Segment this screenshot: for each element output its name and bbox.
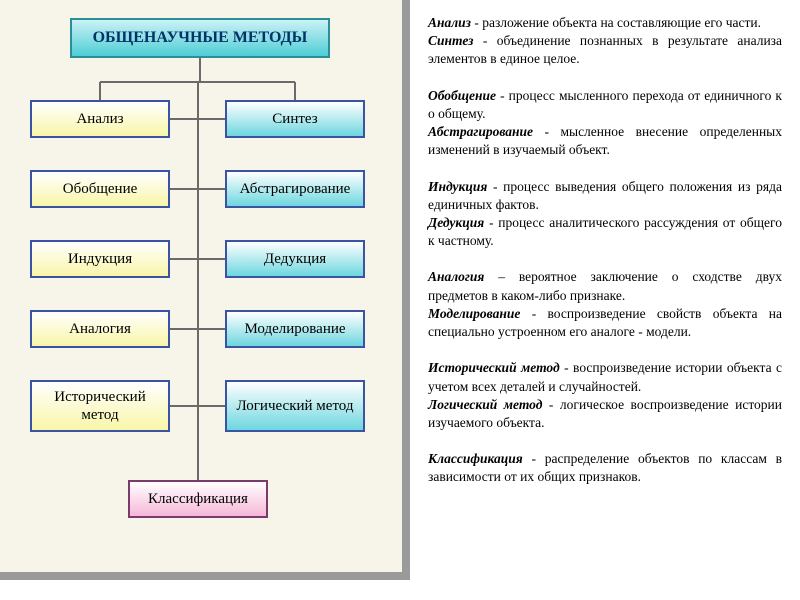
method-box-dedukc: Дедукция: [225, 240, 365, 278]
method-box-analog: Аналогия: [30, 310, 170, 348]
definitions-panel: Анализ - разложение объекта на составляю…: [410, 0, 800, 600]
definition: Индукция - процесс выведения общего поло…: [428, 178, 782, 214]
definition: Классификация - распределение объектов п…: [428, 450, 782, 486]
method-box-logich: Логический метод: [225, 380, 365, 432]
definition: Аналогия – вероятное заключение о сходст…: [428, 268, 782, 304]
definition-text: - объединение познанных в результате ана…: [428, 33, 782, 66]
definition-term: Анализ: [428, 15, 471, 30]
definition: Логический метод - логическое воспроизве…: [428, 396, 782, 432]
definition: Моделирование - воспроизведение свойств …: [428, 305, 782, 341]
definition-term: Моделирование: [428, 306, 520, 321]
definition-term: Аналогия: [428, 269, 484, 284]
definition: Абстрагирование - мысленное внесение опр…: [428, 123, 782, 159]
method-box-istor: Исторический метод: [30, 380, 170, 432]
definition-term: Дедукция: [428, 215, 484, 230]
method-box-obobsh: Обобщение: [30, 170, 170, 208]
method-box-model: Моделирование: [225, 310, 365, 348]
definition-term: Классификация: [428, 451, 523, 466]
definition: Анализ - разложение объекта на составляю…: [428, 14, 782, 32]
definition-term: Абстрагирование: [428, 124, 533, 139]
method-box-abstrag: Абстрагирование: [225, 170, 365, 208]
definition: Обобщение - процесс мысленного перехода …: [428, 87, 782, 123]
definition-term: Синтез: [428, 33, 473, 48]
method-box-indukc: Индукция: [30, 240, 170, 278]
method-box-analiz: Анализ: [30, 100, 170, 138]
diagram-panel: ОБЩЕНАУЧНЫЕ МЕТОДЫ Анализ Синтез Обобщение А…: [0, 0, 410, 580]
definition-term: Обобщение: [428, 88, 496, 103]
definition: Дедукция - процесс аналитического рассуж…: [428, 214, 782, 250]
definition-text: - разложение объекта на составляющие его…: [471, 15, 761, 30]
definition-term: Индукция: [428, 179, 487, 194]
definition-term: Логический метод: [428, 397, 542, 412]
definition: Исторический метод - воспроизведение ист…: [428, 359, 782, 395]
title-box: ОБЩЕНАУЧНЫЕ МЕТОДЫ: [70, 18, 330, 58]
definition-term: Исторический метод: [428, 360, 560, 375]
method-box-sintez: Синтез: [225, 100, 365, 138]
method-box-klassif: Классификация: [128, 480, 268, 518]
definition: Синтез - объединение познанных в результ…: [428, 32, 782, 68]
